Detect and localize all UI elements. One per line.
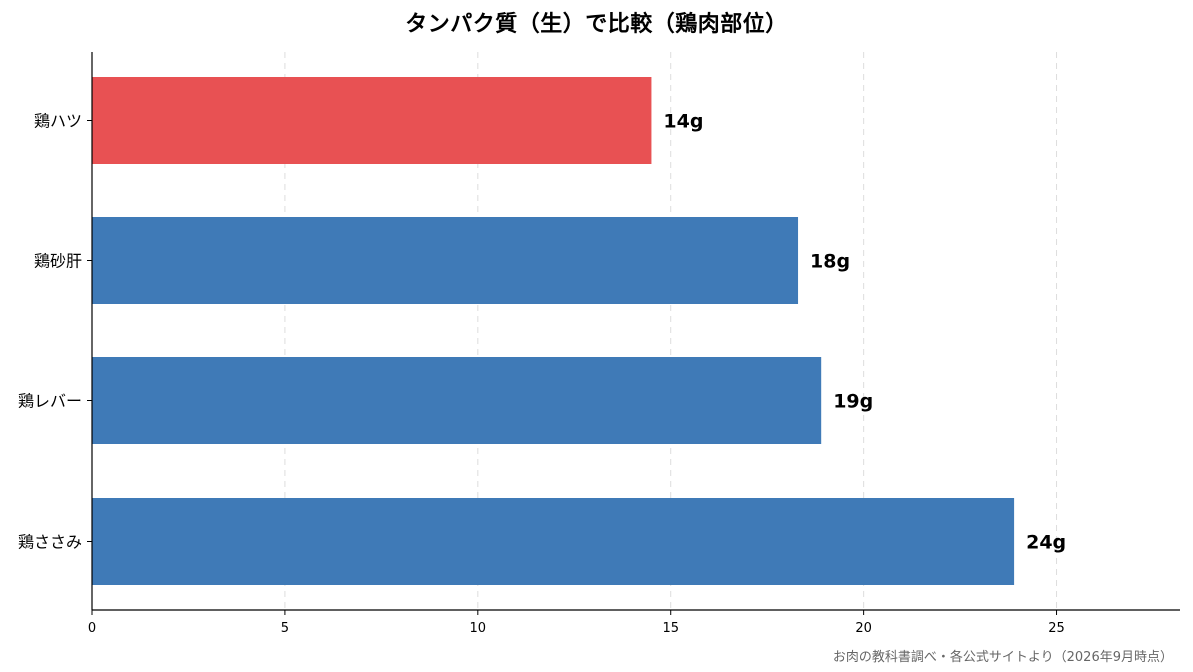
category-label: 鶏ハツ <box>34 112 82 131</box>
x-tick-label: 5 <box>281 621 289 636</box>
x-tick-label: 25 <box>1048 621 1065 636</box>
source-note: お肉の教科書調べ・各公式サイトより（2026年9月時点） <box>832 650 1173 665</box>
chart-title: タンパク質（生）で比較（鶏肉部位） <box>405 12 788 37</box>
bar <box>92 498 1015 585</box>
x-tick-label: 0 <box>88 621 96 636</box>
category-label: 鶏砂肝 <box>34 252 82 271</box>
category-label: 鶏レバー <box>18 392 82 411</box>
x-tick-label: 10 <box>470 621 487 636</box>
category-label: 鶏ささみ <box>18 533 82 552</box>
bar <box>92 357 822 444</box>
bars <box>92 77 1015 585</box>
value-label: 14g <box>663 111 703 133</box>
value-label: 19g <box>833 391 873 413</box>
bar <box>92 77 652 164</box>
value-label: 24g <box>1026 532 1066 554</box>
bar <box>92 217 799 304</box>
value-labels: 14g 18g 19g 24g <box>663 111 1066 554</box>
value-label: 18g <box>810 251 850 273</box>
x-tick-label: 15 <box>662 621 679 636</box>
x-tick-label: 20 <box>855 621 872 636</box>
